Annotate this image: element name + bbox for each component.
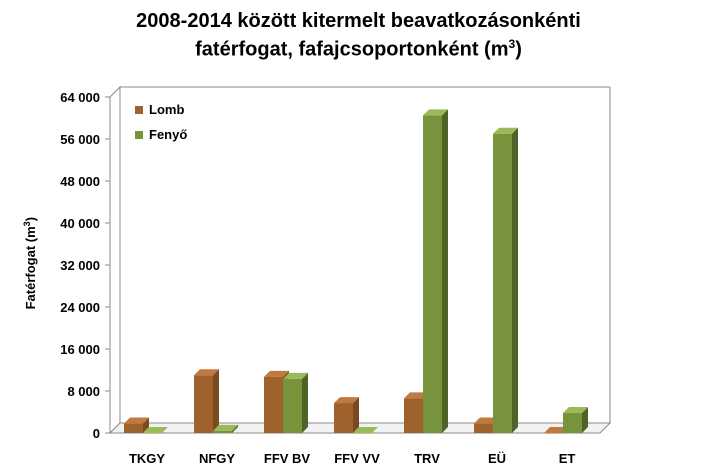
y-tick-label: 8 000 xyxy=(67,384,100,399)
legend-label: Fenyő xyxy=(149,127,187,142)
bar-side xyxy=(302,372,308,433)
bar-side xyxy=(143,417,149,433)
bar-side xyxy=(213,369,219,433)
bar-fenyő xyxy=(353,433,372,434)
bar-fenyő xyxy=(563,413,582,433)
y-tick-label: 32 000 xyxy=(60,258,100,273)
bar-lomb xyxy=(334,403,353,433)
bar-lomb xyxy=(544,433,563,434)
bar-lomb xyxy=(404,398,423,433)
chart-title-line2: fatérfogat, fafajcsoportonként (m3) xyxy=(195,37,522,61)
bar-top xyxy=(544,427,569,433)
bar-fenyő xyxy=(493,133,512,433)
x-tick-label: FFV VV xyxy=(334,451,380,466)
y-tick-label: 24 000 xyxy=(60,300,100,315)
y-tick-label: 56 000 xyxy=(60,132,100,147)
bar-fenyő xyxy=(213,430,232,433)
bar-top xyxy=(334,397,359,404)
bar-lomb xyxy=(194,375,213,433)
legend-label: Lomb xyxy=(149,102,184,117)
bar-top xyxy=(213,424,238,431)
bar-side xyxy=(442,109,448,433)
y-tick-label: 48 000 xyxy=(60,174,100,189)
chart-title-line1: 2008-2014 között kitermelt beavatkozáson… xyxy=(136,10,581,32)
bar-side xyxy=(512,127,518,433)
bar-top xyxy=(264,370,289,377)
side-wall xyxy=(109,85,121,435)
bar-side xyxy=(353,397,359,433)
bar-lomb xyxy=(474,423,493,433)
bar-top xyxy=(474,417,499,424)
bar-top xyxy=(404,392,429,399)
bar-top xyxy=(194,369,219,376)
bar-top xyxy=(143,427,168,433)
x-tick-label: NFGY xyxy=(199,451,235,466)
bar-fenyő xyxy=(283,378,302,433)
bar-top xyxy=(563,407,588,414)
bar-lomb xyxy=(264,376,283,433)
y-tick-label: 0 xyxy=(93,426,100,441)
legend-swatch xyxy=(135,106,143,114)
bar-side xyxy=(582,407,588,433)
bar-fenyő xyxy=(423,115,442,433)
bar-top xyxy=(283,372,308,379)
x-tick-label: ET xyxy=(559,451,576,466)
x-tick-label: TRV xyxy=(414,451,440,466)
y-tick-label: 40 000 xyxy=(60,216,100,231)
bar-lomb xyxy=(124,423,143,433)
x-tick-label: FFV BV xyxy=(264,451,311,466)
legend-swatch xyxy=(135,131,143,139)
bar-side xyxy=(232,424,238,433)
x-tick-label: TKGY xyxy=(129,451,165,466)
bar-top xyxy=(423,109,448,116)
y-tick-label: 16 000 xyxy=(60,342,100,357)
bar-top xyxy=(493,127,518,134)
x-tick-label: EÜ xyxy=(488,451,506,466)
y-tick-label: 64 000 xyxy=(60,90,100,105)
bar-top xyxy=(124,417,149,424)
bar-fenyő xyxy=(143,433,162,434)
bar-top xyxy=(353,427,378,433)
